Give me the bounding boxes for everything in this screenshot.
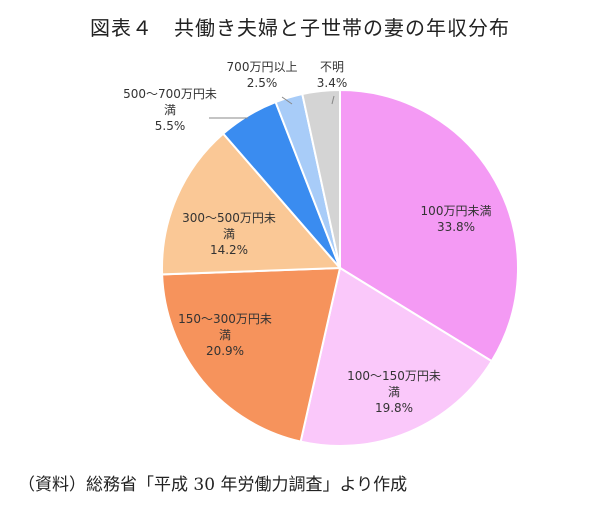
pie-slice (301, 88, 341, 269)
slice-category-label: 満 (388, 385, 400, 399)
slice-category-label: 満 (219, 328, 231, 342)
label-leader-line (281, 96, 293, 105)
slice-category-label: 500～700万円未 (123, 87, 217, 101)
slice-category-label: 不明 (320, 60, 344, 74)
pie-slice (161, 132, 343, 276)
slice-category-label: 700万円以上 (227, 60, 298, 74)
slice-value-label: 19.8% (375, 401, 413, 415)
slice-category-label: 300～500万円未 (182, 211, 276, 225)
source-note: （資料）総務省「平成 30 年労働力調査」より作成 (18, 475, 408, 495)
slice-category-label: 満 (223, 227, 235, 241)
label-leader-line (331, 95, 335, 105)
slice-category-label: 100～150万円未 (347, 369, 441, 383)
slice-value-label: 14.2% (210, 243, 248, 257)
slice-value-label: 33.8% (437, 220, 475, 234)
slice-value-label: 3.4% (317, 76, 348, 90)
pie-slice (161, 266, 342, 443)
slice-category-label: 100万円未満 (421, 204, 492, 218)
chart-title: 図表４ 共働き夫婦と子世帯の妻の年収分布 (90, 16, 510, 40)
slice-category-label: 満 (164, 103, 176, 117)
slice-value-label: 20.9% (206, 344, 244, 358)
slice-value-label: 2.5% (247, 76, 278, 90)
slice-category-label: 150～300万円未 (178, 312, 272, 326)
slice-value-label: 5.5% (155, 119, 186, 133)
pie-slice (339, 88, 519, 363)
pie-slice (299, 266, 494, 447)
